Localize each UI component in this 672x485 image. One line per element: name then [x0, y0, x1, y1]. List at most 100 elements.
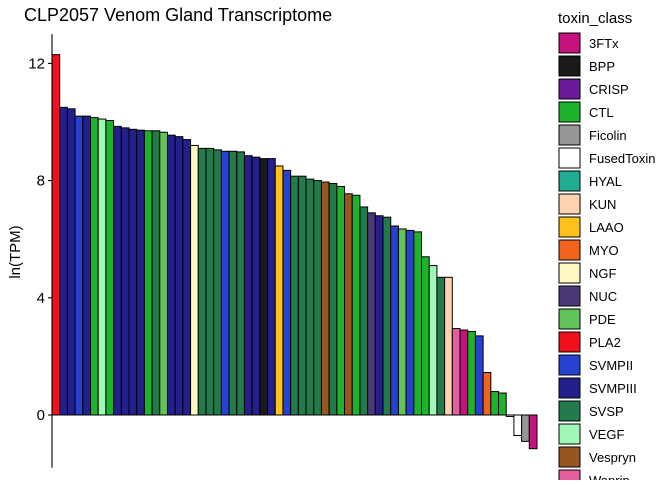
bar-svmpiii-9 [113, 125, 122, 416]
legend-key-kun [558, 193, 581, 215]
bar-svsp-51 [436, 276, 446, 416]
bar-svmpiii-5 [82, 115, 91, 416]
legend-items: 3FTx BPP CRISP CTL Ficolin FusedToxin HYAL KUN L… [558, 32, 655, 485]
bar-vegf-50 [428, 265, 438, 416]
legend-label-3ftx: 3FTx [589, 36, 619, 51]
bar-ctl-49 [421, 256, 430, 416]
legend-label-fusedtoxin: FusedToxin [589, 151, 655, 166]
legend-key-pde [558, 308, 581, 330]
legend-key-ficolin [558, 124, 581, 146]
legend-key-ngf [558, 262, 581, 284]
y-tick-label-12: 12 [28, 55, 45, 72]
bar-ctl-58 [490, 391, 500, 416]
bar-svsp-41 [359, 206, 369, 416]
bar-kun-52 [444, 276, 453, 416]
legend-label-myo: MYO [589, 243, 619, 258]
bar-laao-30 [274, 165, 284, 416]
bar-svsp-37 [328, 183, 338, 416]
legend-label-laao: LAAO [589, 220, 624, 235]
legend-key-svmpii [558, 354, 581, 376]
y-axis-label: ln(TPM) [7, 225, 24, 278]
legend-label-hyal: HYAL [589, 174, 622, 189]
bar-svmpiii-16 [166, 134, 176, 416]
y-tick-label-8: 8 [37, 173, 45, 190]
legend-label-pla2: PLA2 [589, 335, 621, 350]
bar-svsp-22 [213, 149, 222, 416]
bar-ctl-6 [89, 117, 99, 416]
bar-pla2-1 [51, 54, 61, 416]
bar-svsp-14 [151, 130, 161, 416]
bar-svsp-32 [290, 175, 299, 416]
bar-ctl-55 [467, 331, 476, 416]
legend-label-vegf: VEGF [589, 427, 624, 442]
bar-svsp-34 [305, 178, 315, 416]
bar-ctl-8 [105, 120, 115, 416]
y-tick-label-4: 4 [37, 290, 45, 307]
bar-svmpiii-17 [174, 136, 184, 416]
bar-svmpiii-26 [243, 155, 253, 416]
legend-key-svsp [558, 400, 581, 422]
bar-ctl-38 [336, 185, 346, 416]
y-axis: 0 4 8 12 [28, 34, 53, 468]
bar-ctl-48 [413, 231, 423, 416]
legend-label-svmpii: SVMPII [589, 358, 633, 373]
bar-svsp-20 [197, 147, 207, 416]
legend-label-nuc: NUC [589, 289, 617, 304]
bar-bpp-28 [259, 158, 269, 416]
bar-svmpiii-29 [267, 158, 276, 416]
bar-3ftx-63 [528, 414, 538, 450]
legend-label-pde: PDE [589, 312, 616, 327]
bar-3ftx-54 [459, 329, 469, 416]
legend-key-vespryn [558, 446, 581, 468]
legend-label-crisp: CRISP [589, 82, 629, 97]
bar-vegf-7 [97, 118, 107, 416]
bar-fusedtoxin-61 [513, 414, 523, 437]
legend-key-nuc [558, 285, 581, 307]
bar-svmpii-4 [74, 115, 84, 416]
bar-svmpiii-2 [59, 106, 68, 416]
legend-label-ngf: NGF [589, 266, 617, 281]
bar-svsp-33 [297, 175, 307, 416]
legend-key-waprin [558, 469, 581, 485]
bar-waprin-53 [451, 328, 461, 416]
bar-svmpiii-3 [66, 108, 76, 416]
legend-label-bpp: BPP [589, 59, 615, 74]
bar-svsp-24 [228, 150, 238, 416]
bar-svmpiii-11 [128, 128, 138, 416]
bar-ngf-19 [190, 144, 199, 416]
bar-svsp-44 [382, 216, 392, 416]
legend-key-myo [558, 239, 581, 261]
bar-svmpiii-12 [136, 129, 145, 416]
bar-pde-46 [397, 228, 407, 416]
chart-title: CLP2057 Venom Gland Transcriptome [24, 5, 332, 25]
bar-vespryn-39 [344, 193, 353, 416]
legend-key-crisp [558, 78, 581, 100]
bar-svsp-25 [236, 151, 245, 416]
legend-label-svsp: SVSP [589, 404, 624, 419]
bar-svmpiii-27 [251, 156, 261, 416]
legend-label-svmpiii: SVMPIII [589, 381, 637, 396]
legend-key-pla2 [558, 331, 581, 353]
bar-ctl-40 [351, 194, 361, 416]
bar-pde-15 [159, 131, 168, 416]
bar-svmpii-23 [220, 150, 230, 416]
bar-fusedtoxin-60 [505, 414, 515, 417]
legend-label-kun: KUN [589, 197, 616, 212]
legend-key-hyal [558, 170, 581, 192]
bar-ctl-59 [498, 392, 507, 416]
legend: toxin_class 3FTx BPP CRISP CTL Ficolin FusedT… [558, 10, 655, 485]
bar-myo-57 [482, 372, 492, 416]
bar-nuc-42 [367, 212, 376, 416]
bar-ficolin-62 [521, 414, 530, 442]
legend-key-ctl [558, 101, 581, 123]
legend-key-fusedtoxin [558, 147, 581, 169]
bar-svsp-35 [313, 180, 322, 416]
bar-svmpiii-43 [374, 215, 384, 416]
legend-label-ficolin: Ficolin [589, 128, 627, 143]
legend-key-3ftx [558, 32, 581, 54]
legend-title: toxin_class [558, 10, 632, 27]
bar-vespryn-36 [320, 181, 330, 416]
bar-svsp-21 [205, 147, 215, 416]
